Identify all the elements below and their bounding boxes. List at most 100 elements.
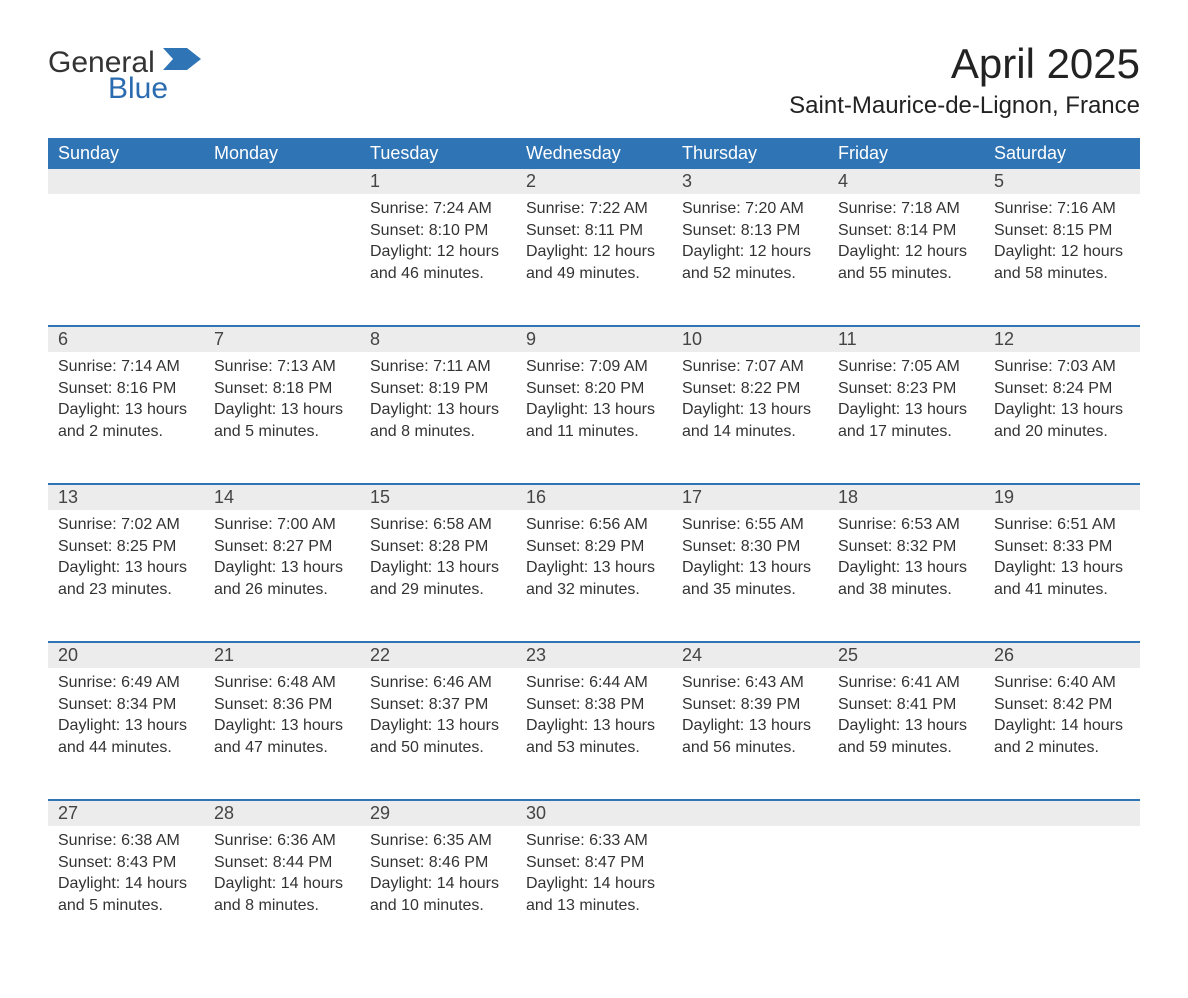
- sunset-line: Sunset: 8:10 PM: [370, 220, 506, 242]
- day-number-cell: 30: [516, 800, 672, 826]
- sunset-line: Sunset: 8:14 PM: [838, 220, 974, 242]
- sunrise-line: Sunrise: 6:48 AM: [214, 672, 350, 694]
- sunrise-line: Sunrise: 7:16 AM: [994, 198, 1130, 220]
- sunrise-line: Sunrise: 7:22 AM: [526, 198, 662, 220]
- daylight-line: Daylight: 13 hours and 2 minutes.: [58, 399, 194, 442]
- day-content-cell: Sunrise: 6:36 AMSunset: 8:44 PMDaylight:…: [204, 826, 360, 958]
- day-number-cell: [984, 800, 1140, 826]
- day-content-cell: Sunrise: 6:46 AMSunset: 8:37 PMDaylight:…: [360, 668, 516, 800]
- day-number-cell: 10: [672, 326, 828, 352]
- day-content-cell: Sunrise: 6:48 AMSunset: 8:36 PMDaylight:…: [204, 668, 360, 800]
- day-content-cell: Sunrise: 7:13 AMSunset: 8:18 PMDaylight:…: [204, 352, 360, 484]
- sunset-line: Sunset: 8:39 PM: [682, 694, 818, 716]
- content-row: Sunrise: 6:38 AMSunset: 8:43 PMDaylight:…: [48, 826, 1140, 958]
- weekday-header: Friday: [828, 138, 984, 169]
- logo: General Blue: [48, 48, 201, 104]
- sunrise-line: Sunrise: 7:13 AM: [214, 356, 350, 378]
- sunrise-line: Sunrise: 6:43 AM: [682, 672, 818, 694]
- day-content-cell: Sunrise: 6:56 AMSunset: 8:29 PMDaylight:…: [516, 510, 672, 642]
- daylight-line: Daylight: 13 hours and 50 minutes.: [370, 715, 506, 758]
- day-number-cell: 28: [204, 800, 360, 826]
- day-number-cell: 18: [828, 484, 984, 510]
- sunset-line: Sunset: 8:43 PM: [58, 852, 194, 874]
- daylight-line: Daylight: 14 hours and 8 minutes.: [214, 873, 350, 916]
- day-content-cell: Sunrise: 7:22 AMSunset: 8:11 PMDaylight:…: [516, 194, 672, 326]
- daynum-row: 20212223242526: [48, 642, 1140, 668]
- day-content-cell: [204, 194, 360, 326]
- sunset-line: Sunset: 8:20 PM: [526, 378, 662, 400]
- day-content-cell: [672, 826, 828, 958]
- sunrise-line: Sunrise: 6:46 AM: [370, 672, 506, 694]
- day-number-cell: 21: [204, 642, 360, 668]
- sunset-line: Sunset: 8:47 PM: [526, 852, 662, 874]
- day-content-cell: Sunrise: 6:51 AMSunset: 8:33 PMDaylight:…: [984, 510, 1140, 642]
- daynum-row: 27282930: [48, 800, 1140, 826]
- day-number-cell: 7: [204, 326, 360, 352]
- daylight-line: Daylight: 13 hours and 17 minutes.: [838, 399, 974, 442]
- day-content-cell: Sunrise: 6:58 AMSunset: 8:28 PMDaylight:…: [360, 510, 516, 642]
- day-number-cell: 13: [48, 484, 204, 510]
- day-number-cell: 6: [48, 326, 204, 352]
- sunrise-line: Sunrise: 7:09 AM: [526, 356, 662, 378]
- page-subtitle: Saint-Maurice-de-Lignon, France: [789, 92, 1140, 120]
- sunrise-line: Sunrise: 6:49 AM: [58, 672, 194, 694]
- sunrise-line: Sunrise: 6:51 AM: [994, 514, 1130, 536]
- day-content-cell: Sunrise: 7:09 AMSunset: 8:20 PMDaylight:…: [516, 352, 672, 484]
- day-number-cell: [828, 800, 984, 826]
- daylight-line: Daylight: 13 hours and 47 minutes.: [214, 715, 350, 758]
- daylight-line: Daylight: 12 hours and 49 minutes.: [526, 241, 662, 284]
- daylight-line: Daylight: 13 hours and 5 minutes.: [214, 399, 350, 442]
- day-number-cell: 14: [204, 484, 360, 510]
- daylight-line: Daylight: 13 hours and 38 minutes.: [838, 557, 974, 600]
- daylight-line: Daylight: 13 hours and 44 minutes.: [58, 715, 194, 758]
- sunset-line: Sunset: 8:46 PM: [370, 852, 506, 874]
- day-number-cell: 22: [360, 642, 516, 668]
- sunset-line: Sunset: 8:41 PM: [838, 694, 974, 716]
- day-content-cell: Sunrise: 7:11 AMSunset: 8:19 PMDaylight:…: [360, 352, 516, 484]
- day-number-cell: 4: [828, 169, 984, 194]
- sunset-line: Sunset: 8:27 PM: [214, 536, 350, 558]
- sunset-line: Sunset: 8:15 PM: [994, 220, 1130, 242]
- sunset-line: Sunset: 8:25 PM: [58, 536, 194, 558]
- day-number-cell: 16: [516, 484, 672, 510]
- day-content-cell: [828, 826, 984, 958]
- sunrise-line: Sunrise: 6:56 AM: [526, 514, 662, 536]
- day-number-cell: 26: [984, 642, 1140, 668]
- weekday-header: Monday: [204, 138, 360, 169]
- sunset-line: Sunset: 8:28 PM: [370, 536, 506, 558]
- daylight-line: Daylight: 13 hours and 56 minutes.: [682, 715, 818, 758]
- day-number-cell: 23: [516, 642, 672, 668]
- daylight-line: Daylight: 12 hours and 58 minutes.: [994, 241, 1130, 284]
- sunrise-line: Sunrise: 7:14 AM: [58, 356, 194, 378]
- day-content-cell: Sunrise: 7:14 AMSunset: 8:16 PMDaylight:…: [48, 352, 204, 484]
- sunrise-line: Sunrise: 6:58 AM: [370, 514, 506, 536]
- day-content-cell: Sunrise: 6:55 AMSunset: 8:30 PMDaylight:…: [672, 510, 828, 642]
- sunrise-line: Sunrise: 6:55 AM: [682, 514, 818, 536]
- calendar-table: Sunday Monday Tuesday Wednesday Thursday…: [48, 138, 1140, 958]
- sunset-line: Sunset: 8:22 PM: [682, 378, 818, 400]
- day-content-cell: [48, 194, 204, 326]
- day-number-cell: 15: [360, 484, 516, 510]
- sunset-line: Sunset: 8:29 PM: [526, 536, 662, 558]
- day-content-cell: Sunrise: 7:20 AMSunset: 8:13 PMDaylight:…: [672, 194, 828, 326]
- weekday-header: Saturday: [984, 138, 1140, 169]
- sunrise-line: Sunrise: 6:40 AM: [994, 672, 1130, 694]
- day-content-cell: Sunrise: 7:07 AMSunset: 8:22 PMDaylight:…: [672, 352, 828, 484]
- daylight-line: Daylight: 14 hours and 5 minutes.: [58, 873, 194, 916]
- day-number-cell: 12: [984, 326, 1140, 352]
- sunset-line: Sunset: 8:34 PM: [58, 694, 194, 716]
- sunrise-line: Sunrise: 7:02 AM: [58, 514, 194, 536]
- daylight-line: Daylight: 13 hours and 23 minutes.: [58, 557, 194, 600]
- day-number-cell: 25: [828, 642, 984, 668]
- sunrise-line: Sunrise: 7:00 AM: [214, 514, 350, 536]
- daylight-line: Daylight: 14 hours and 13 minutes.: [526, 873, 662, 916]
- day-content-cell: Sunrise: 6:38 AMSunset: 8:43 PMDaylight:…: [48, 826, 204, 958]
- sunset-line: Sunset: 8:11 PM: [526, 220, 662, 242]
- sunrise-line: Sunrise: 6:44 AM: [526, 672, 662, 694]
- sunset-line: Sunset: 8:42 PM: [994, 694, 1130, 716]
- day-content-cell: Sunrise: 7:24 AMSunset: 8:10 PMDaylight:…: [360, 194, 516, 326]
- weekday-header-row: Sunday Monday Tuesday Wednesday Thursday…: [48, 138, 1140, 169]
- page-title: April 2025: [789, 40, 1140, 88]
- weekday-header: Thursday: [672, 138, 828, 169]
- day-content-cell: Sunrise: 6:41 AMSunset: 8:41 PMDaylight:…: [828, 668, 984, 800]
